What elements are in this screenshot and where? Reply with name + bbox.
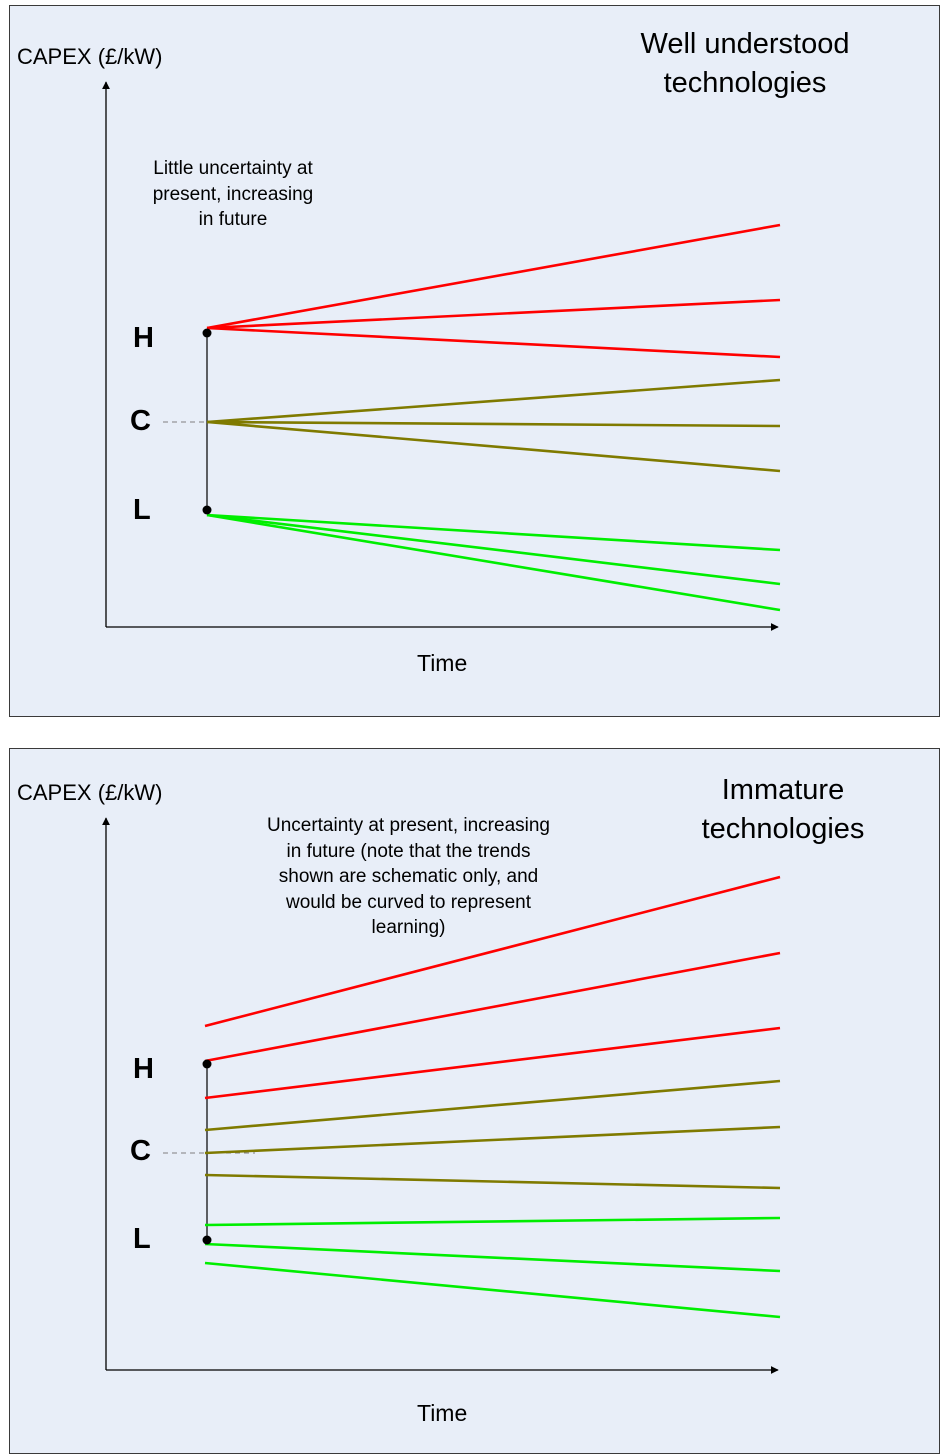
low-trend-line [206, 513, 781, 586]
high-trend-line [206, 298, 781, 330]
central-trend-line [204, 1125, 781, 1155]
panel-title: Well understood technologies [640, 28, 850, 99]
central-trend-lines [204, 1079, 781, 1190]
central-trend-line [206, 420, 781, 428]
low-trend-line [206, 513, 781, 552]
high-trend-line [206, 326, 781, 359]
high-trend-line [204, 875, 781, 1028]
x-axis-label: Time [417, 1400, 468, 1426]
point-label-central: C [130, 1135, 151, 1167]
panel-immature [9, 748, 940, 1454]
y-axis-label: CAPEX (£/kW) [17, 780, 163, 805]
low-point-marker [202, 1235, 212, 1245]
axes-group [102, 817, 779, 1374]
central-trend-lines [206, 378, 781, 473]
central-trend-line [204, 1079, 781, 1132]
annotation-note: Little uncertainty at present, increasin… [152, 158, 314, 230]
low-trend-line [204, 1242, 781, 1273]
central-trend-line [206, 378, 781, 424]
high-trend-line [204, 951, 781, 1063]
point-label-high: H [133, 1053, 154, 1085]
central-trend-line [204, 1173, 781, 1190]
y-axis-label: CAPEX (£/kW) [17, 44, 163, 69]
point-label-central: C [130, 405, 151, 437]
point-label-low: L [133, 1223, 151, 1255]
low-trend-lines [204, 1216, 781, 1319]
x-axis-label: Time [417, 650, 468, 676]
central-trend-line [206, 420, 781, 473]
panel-title: Immature technologies [701, 774, 865, 845]
low-trend-lines [206, 513, 781, 612]
low-point-marker [202, 505, 212, 515]
axes-group [102, 81, 779, 631]
high-point-marker [202, 328, 212, 338]
point-label-high: H [133, 322, 154, 354]
low-trend-line [204, 1261, 781, 1319]
high-trend-line [206, 223, 781, 330]
high-point-marker [202, 1059, 212, 1069]
point-label-low: L [133, 494, 151, 526]
panel-well-understood [9, 5, 940, 717]
low-trend-line [206, 513, 781, 612]
high-trend-lines [204, 875, 781, 1100]
high-trend-lines [206, 223, 781, 359]
low-trend-line [204, 1216, 781, 1227]
annotation-note: Uncertainty at present, increasing in fu… [266, 815, 551, 938]
high-trend-line [204, 1026, 781, 1100]
